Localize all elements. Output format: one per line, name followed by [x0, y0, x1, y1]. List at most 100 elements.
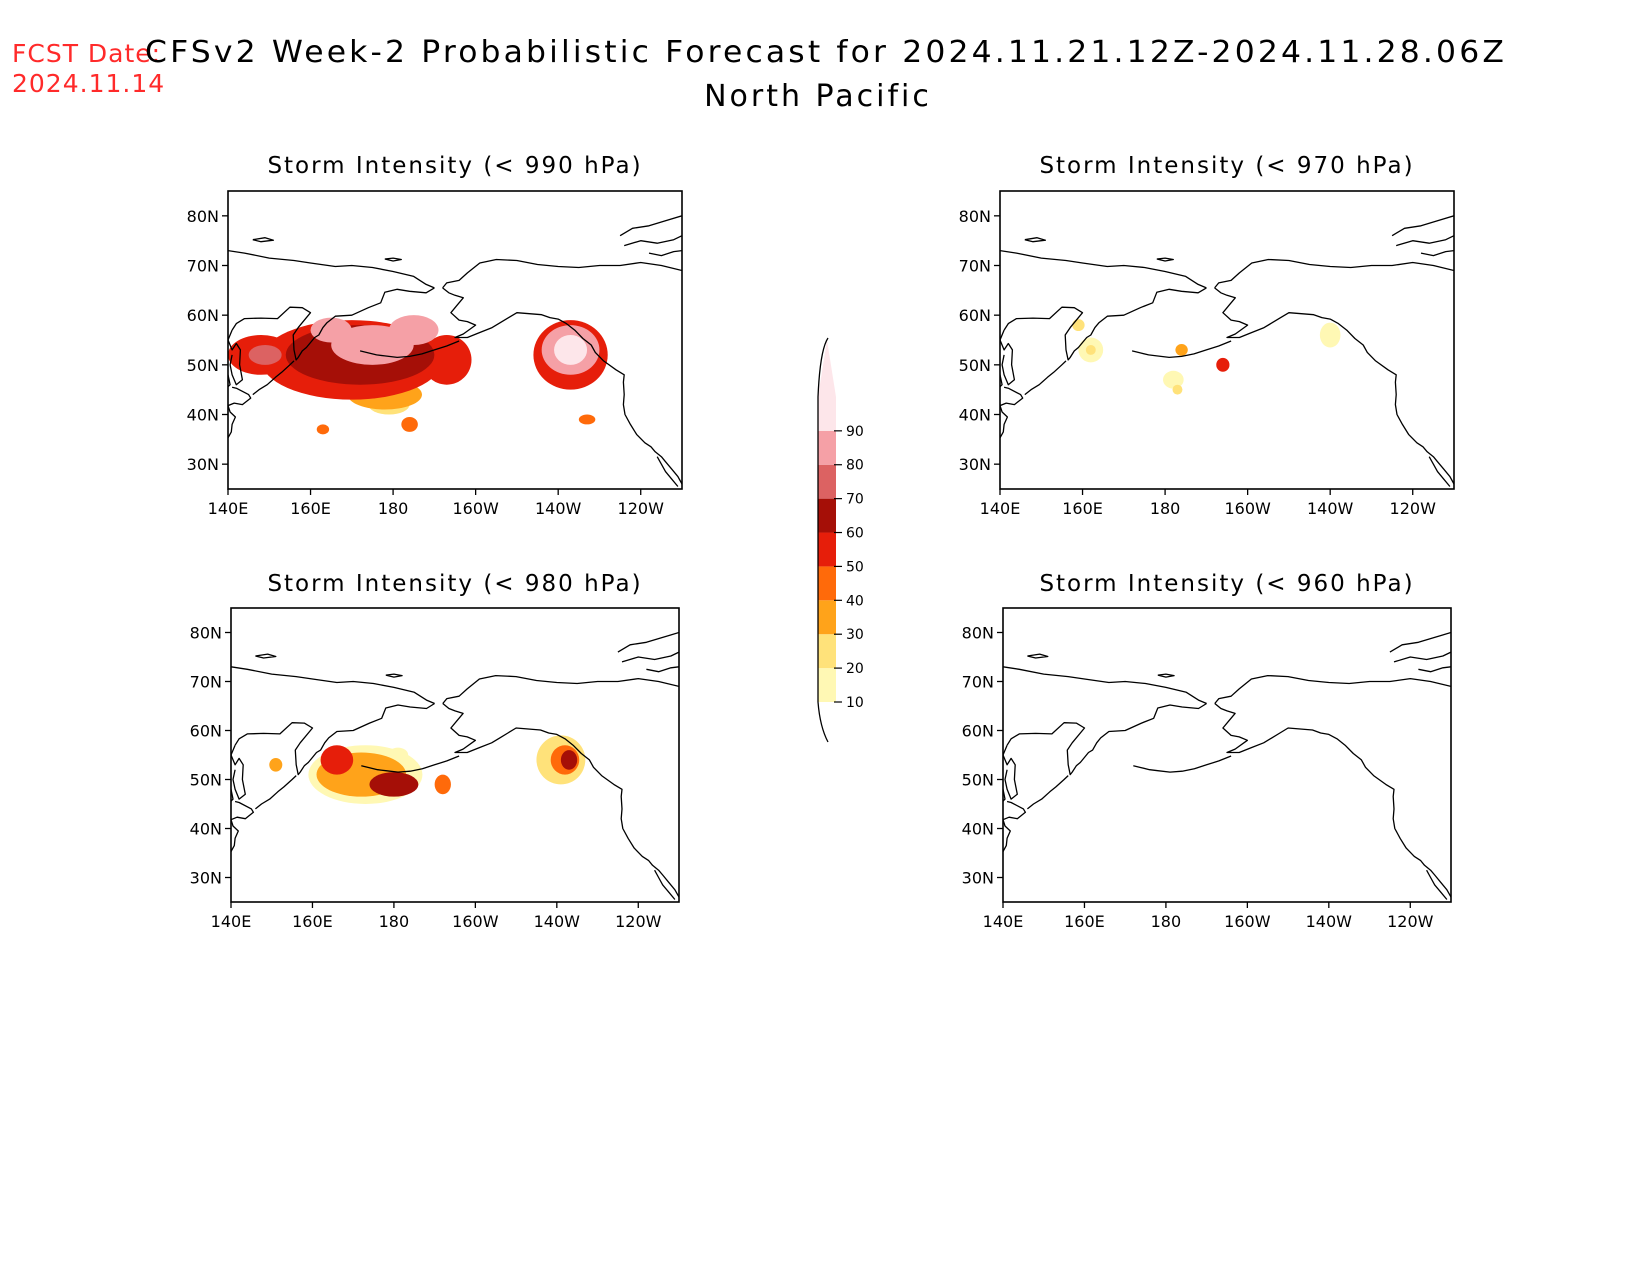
colorbar-tick-label: 40 — [846, 593, 864, 609]
colorbar-tick-label: 90 — [846, 424, 864, 440]
coastline — [231, 800, 255, 852]
probability-area — [1072, 319, 1085, 332]
map-frame — [227, 190, 683, 490]
lat-tick-label: 30N — [190, 869, 222, 888]
coastline — [442, 674, 679, 704]
lon-tick-label: 160W — [452, 912, 499, 931]
panel-title-980: Storm Intensity (< 980 hPa) — [267, 571, 642, 597]
lat-tick-label: 70N — [959, 257, 991, 276]
coastline — [228, 329, 244, 386]
colorbar-swatch — [818, 464, 836, 499]
lon-tick-label: 180 — [379, 912, 410, 931]
coastline — [621, 651, 679, 663]
probability-area — [1175, 343, 1188, 356]
map-frame — [1002, 607, 1452, 903]
probability-area — [1216, 357, 1230, 372]
lon-tick-label: 120W — [1390, 499, 1437, 518]
colorbar-swatch — [818, 396, 836, 431]
coastline — [1426, 869, 1448, 900]
probability-area — [554, 335, 588, 365]
lat-tick-label: 40N — [190, 820, 222, 839]
lat-tick-label: 60N — [962, 722, 994, 741]
coastline — [1024, 360, 1067, 396]
coastline — [1003, 666, 1207, 705]
fcst-date-value: 2024.11.14 — [12, 69, 165, 98]
coastline — [1420, 249, 1454, 257]
lon-tick-label: 140E — [983, 912, 1024, 931]
probability-area — [560, 750, 578, 770]
figure-title: CFSv2 Week-2 Probabilistic Forecast for … — [145, 35, 1507, 70]
coastline — [228, 249, 435, 289]
probability-area — [1172, 384, 1183, 395]
colorbar-cap — [818, 340, 836, 397]
lat-tick-label: 70N — [190, 673, 222, 692]
lat-tick-label: 50N — [962, 771, 994, 790]
lon-tick-label: 140W — [534, 912, 581, 931]
coastline — [646, 666, 679, 673]
lat-tick-label: 40N — [187, 406, 219, 425]
lat-tick-label: 40N — [962, 820, 994, 839]
colorbar-swatch — [818, 634, 836, 669]
colorbar-tick-label: 20 — [846, 661, 864, 677]
coastline — [359, 340, 460, 359]
map-panel-980: 140E 160E 180 160W 140W 120W 30N 40N 50N 60N 70N 80… — [190, 607, 680, 931]
coastline — [442, 287, 682, 485]
coastline — [1000, 386, 1024, 439]
map-frame — [999, 190, 1455, 490]
lon-tick-label: 120W — [615, 912, 662, 931]
lon-tick-label: 160E — [290, 499, 331, 518]
probability-area — [387, 747, 409, 763]
coastline — [656, 456, 679, 487]
coastline — [619, 215, 682, 237]
map-panel-990: 140E 160E 180 160W 140W 120W 30N 40N 50N 60N 70N 80… — [187, 190, 683, 518]
coastline — [385, 673, 403, 678]
lat-tick-label: 80N — [187, 207, 219, 226]
coastline — [442, 258, 682, 289]
probability-colorbar: 10 20 30 40 50 60 70 80 90 — [817, 337, 864, 743]
coastline — [231, 287, 435, 361]
lon-tick-label: 140W — [1307, 499, 1354, 518]
lon-tick-label: 180 — [1150, 499, 1181, 518]
colorbar-tick-label: 80 — [846, 458, 864, 474]
coastline — [231, 789, 234, 802]
coastline — [252, 237, 275, 243]
colorbar-tick-label: 50 — [846, 559, 864, 575]
map-panel-970: 140E 160E 180 160W 140W 120W 30N 40N 50N 60N 70N 80… — [959, 190, 1455, 518]
lat-tick-label: 30N — [187, 455, 219, 474]
figure-subtitle: North Pacific — [704, 79, 932, 114]
colorbar-swatch — [818, 566, 836, 601]
probability-area — [1163, 370, 1184, 389]
coastline — [1131, 340, 1232, 359]
coastline — [1214, 258, 1454, 289]
fcst-date-label: FCST Date: — [12, 39, 161, 68]
panel-title-960: Storm Intensity (< 960 hPa) — [1039, 571, 1414, 597]
coastline — [252, 360, 295, 396]
lon-tick-label: 160W — [1224, 912, 1271, 931]
coastline — [384, 257, 402, 262]
coastline — [1000, 374, 1003, 388]
coastline — [1026, 775, 1069, 810]
lat-tick-label: 80N — [962, 624, 994, 643]
coastline — [1003, 800, 1027, 852]
lat-tick-label: 50N — [190, 771, 222, 790]
lat-tick-label: 50N — [187, 356, 219, 375]
lon-tick-label: 160E — [1064, 912, 1105, 931]
lat-tick-label: 30N — [959, 455, 991, 474]
lon-tick-label: 140E — [208, 499, 249, 518]
panel-title-970: Storm Intensity (< 970 hPa) — [1039, 153, 1414, 179]
lon-tick-label: 160W — [452, 499, 499, 518]
coastline — [1418, 666, 1451, 673]
coastline — [617, 631, 679, 653]
lat-tick-label: 70N — [962, 673, 994, 692]
probability-area — [434, 774, 451, 795]
colorbar-tick-label: 30 — [846, 627, 864, 643]
coastline — [1428, 456, 1451, 487]
lat-tick-label: 80N — [190, 624, 222, 643]
probability-area — [269, 757, 283, 772]
coastline — [1006, 702, 1207, 776]
coastline — [1027, 653, 1049, 659]
lat-tick-label: 60N — [187, 306, 219, 325]
lat-tick-label: 40N — [959, 406, 991, 425]
coastline — [1000, 249, 1207, 289]
coastline — [1157, 673, 1175, 678]
